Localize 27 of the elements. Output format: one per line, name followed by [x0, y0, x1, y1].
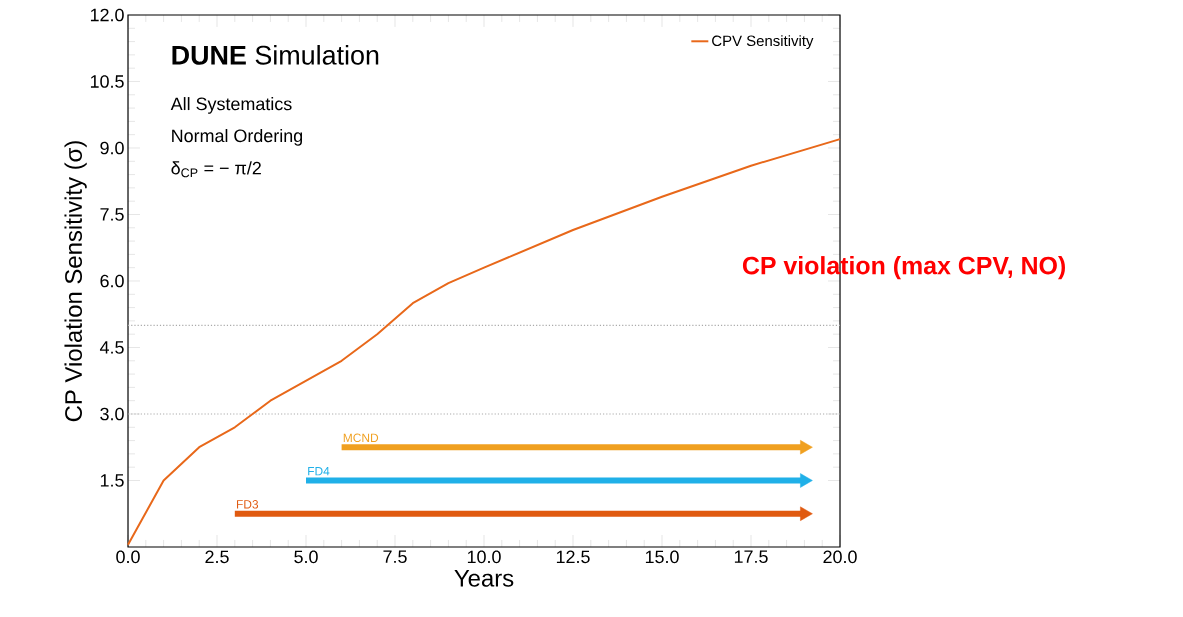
x-tick-label: 15.0	[645, 550, 679, 564]
x-tick-label: 12.5	[556, 550, 590, 564]
x-tick-label: 2.5	[205, 550, 229, 564]
x-tick-label: 5.0	[294, 550, 318, 564]
series-label: MCND	[343, 433, 379, 443]
x-tick-label: 7.5	[383, 550, 407, 564]
legend-label: CPV Sensitivity	[712, 35, 814, 50]
x-axis-title: Years	[454, 570, 514, 587]
y-tick-label: 1.5	[100, 474, 124, 487]
y-tick-label: 3.0	[100, 407, 124, 421]
x-tick-label: 20.0	[823, 550, 857, 564]
y-tick-label: 4.5	[99, 341, 124, 354]
y-tick-label: 6.0	[100, 274, 124, 288]
y-tick-label: 9.0	[100, 141, 124, 155]
annotation: All Systematics	[170, 97, 292, 114]
text: DUNE Simulation	[172, 45, 379, 65]
annotation: δ$_{CP}$ = − π/2	[171, 161, 261, 178]
x-tick-label: 0.0	[116, 550, 140, 564]
x-tick-label: 10.0	[467, 550, 501, 564]
y-tick-label: 12.0	[90, 8, 124, 22]
series-label: FD4	[308, 467, 330, 476]
y-tick-label: 7.5	[100, 208, 124, 221]
annotation: Normal Ordering	[172, 128, 303, 146]
series-label: FD3	[236, 500, 259, 509]
x-tick-label: 17.5	[734, 550, 768, 564]
y-tick-label: 10.5	[90, 75, 124, 88]
y-axis-title: CP Violation Sensitivity (σ)	[64, 141, 87, 422]
